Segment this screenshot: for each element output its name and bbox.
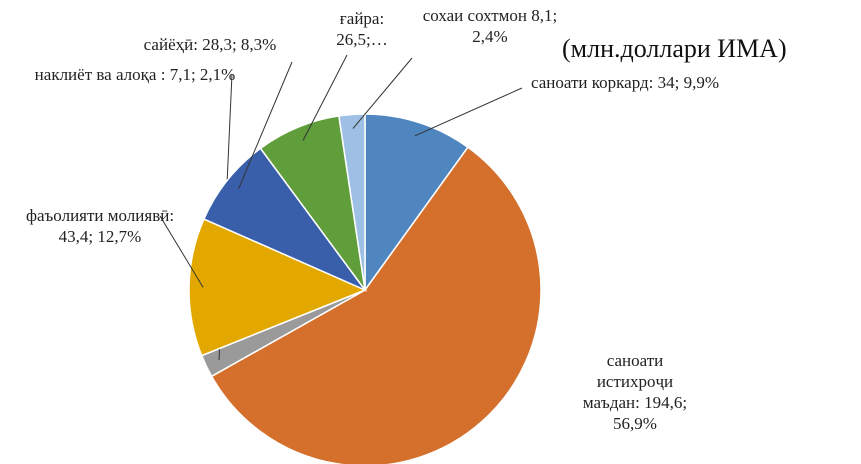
chart-title: (млн.доллари ИМА)	[562, 34, 787, 63]
slice-value: 34; 9,9%	[657, 73, 719, 92]
pie-slice	[202, 147, 368, 292]
slice-value: 26,5;…	[336, 30, 388, 49]
pie-slice	[364, 113, 469, 293]
data-label: фаъолияти молиявӣ: 43,4; 12,7%	[20, 205, 180, 247]
leader-line	[302, 54, 348, 141]
data-label: саноати коркард: 34; 9,9%	[530, 72, 720, 93]
slice-name: ғайра:	[339, 9, 385, 28]
slice-value: 8,1; 2,4%	[472, 6, 558, 46]
slice-value: 194,6; 56,9%	[613, 393, 688, 433]
data-label: ғайра: 26,5;…	[322, 8, 402, 50]
data-label: саноати истихроҷи маъдан: 194,6; 56,9%	[570, 350, 700, 434]
leader-line	[238, 61, 293, 189]
slice-name: сайёҳӣ:	[143, 35, 198, 54]
slice-name: наклиёт ва алоқа :	[34, 65, 166, 84]
leader-line	[159, 215, 204, 288]
data-label: сохаи сохтмон 8,1; 2,4%	[420, 5, 560, 47]
slice-name: саноати истихроҷи маъдан:	[582, 351, 674, 412]
slice-name: сохаи сохтмон	[422, 6, 528, 25]
leader-line	[414, 87, 523, 137]
slice-value: 43,4; 12,7%	[58, 227, 142, 246]
leader-line	[352, 57, 413, 129]
slice-name: саноати коркард:	[530, 73, 654, 92]
slice-name: фаъолияти молиявӣ:	[25, 206, 175, 225]
pie-slice	[188, 218, 367, 357]
slice-value: 28,3; 8,3%	[202, 35, 277, 54]
data-label: наклиёт ва алоқа : 7,1; 2,1%	[30, 64, 240, 85]
slice-value: 7,1; 2,1%	[169, 65, 236, 84]
pie-slice	[210, 146, 542, 464]
data-label: сайёҳӣ: 28,3; 8,3%	[115, 34, 305, 55]
